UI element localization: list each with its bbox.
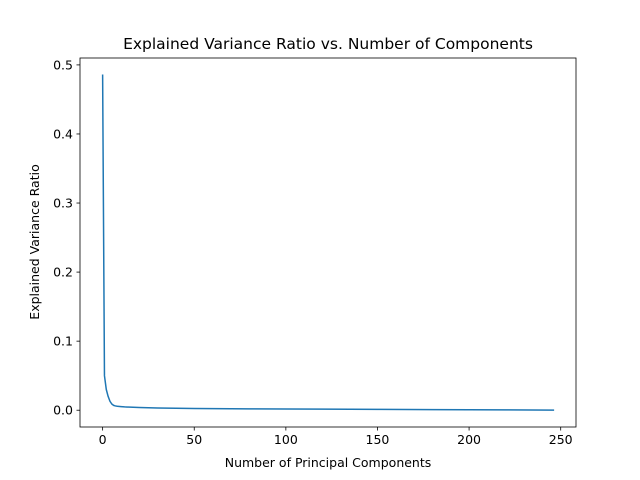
x-tick-label: 250 [549,432,573,447]
series-line-0 [101,74,555,411]
x-tick-label: 100 [274,432,298,447]
y-axis: 0.0 0.1 0.2 0.3 0.4 0.5 [53,57,80,418]
y-tick-label: 0.4 [53,126,73,141]
y-tick-label: 0.2 [53,265,73,280]
y-tick-label: 0.0 [53,403,73,418]
y-tick-label: 0.1 [53,334,73,349]
x-tick-label: 150 [366,432,390,447]
x-tick-label: 0 [99,432,107,447]
x-axis: 0 50 100 150 200 250 [99,427,573,447]
axes-frame [79,57,577,428]
y-axis-label: Explained Variance Ratio [27,164,42,319]
plot-area [79,57,577,428]
x-tick-label: 200 [457,432,481,447]
y-tick-label: 0.3 [53,196,73,211]
x-axis-label: Number of Principal Components [225,455,432,470]
chart-title: Explained Variance Ratio vs. Number of C… [123,35,533,53]
y-tick-label: 0.5 [53,57,73,72]
x-tick-label: 50 [186,432,202,447]
